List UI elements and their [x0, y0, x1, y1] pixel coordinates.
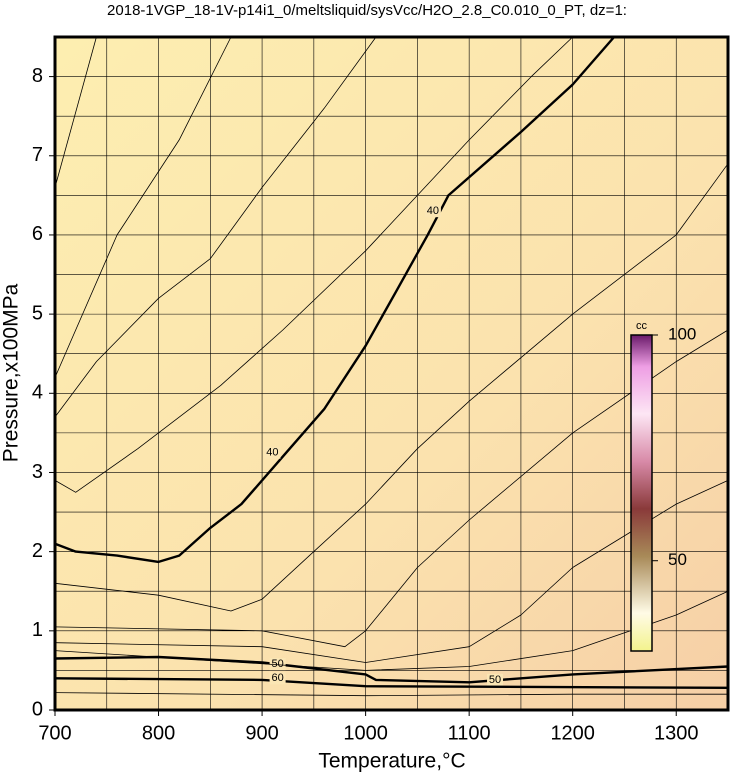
y-tick-label: 6 [32, 223, 43, 245]
x-tick-label: 800 [142, 722, 175, 744]
contour-label: 60 [271, 672, 283, 684]
contour-label: 40 [427, 205, 439, 217]
plot-frame [53, 35, 730, 712]
colorbar [630, 334, 653, 652]
contour-line [54, 36, 573, 493]
contour-line [54, 163, 729, 612]
contour-label-bg [269, 672, 286, 685]
y-tick-label: 8 [32, 65, 43, 87]
contour-label-bg [269, 658, 286, 671]
contour-line [54, 480, 729, 663]
contour-line [54, 36, 97, 188]
y-tick-label: 3 [32, 461, 43, 483]
y-axis-label: Pressure,x100MPa [0, 283, 23, 462]
y-tick-label: 0 [32, 698, 43, 720]
x-axis-label: Temperature,°C [318, 750, 465, 773]
contour-line [54, 36, 616, 564]
x-tick-label: 1000 [343, 722, 388, 744]
y-tick-label: 5 [32, 302, 43, 324]
chart-title: 2018-1VGP_18-1V-p14i1_0/meltsliquid/sysV… [107, 2, 627, 19]
y-tick-label: 7 [32, 144, 43, 166]
x-tick-label: 1300 [654, 722, 699, 744]
contour-label: 50 [271, 658, 283, 670]
y-tick-label: 4 [32, 382, 43, 404]
contour-line [54, 36, 377, 418]
contour-line [54, 590, 729, 671]
colorbar-tick-label: 50 [668, 550, 687, 569]
contour-label-bg [264, 446, 281, 459]
contour-line [54, 36, 232, 378]
contour-label: 50 [489, 674, 501, 686]
x-tick-label: 700 [38, 722, 71, 744]
x-tick-label: 1200 [550, 722, 595, 744]
contour-line [54, 692, 728, 697]
contour-label-bg [424, 205, 441, 218]
plot-background [55, 37, 728, 710]
y-tick-label: 2 [32, 540, 43, 562]
contour-line [54, 677, 729, 689]
contour-label-bg [487, 673, 504, 686]
x-tick-label: 1100 [448, 722, 491, 744]
contour-label: 40 [266, 447, 278, 459]
colorbar-tick-label: 100 [668, 324, 696, 343]
y-tick-label: 1 [32, 619, 43, 641]
x-tick-label: 900 [245, 722, 278, 744]
colorbar-label: cc [636, 320, 648, 332]
